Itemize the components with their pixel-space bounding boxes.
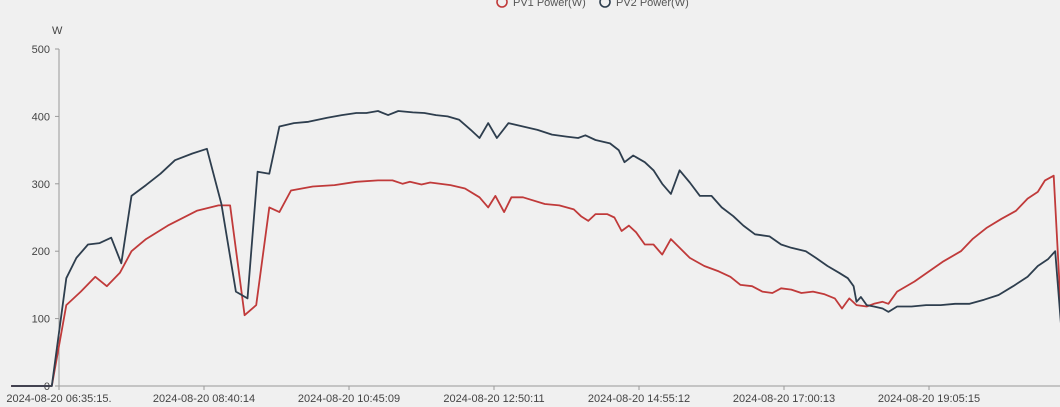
x-tick-label: 2024-08-20 06:35:15. <box>6 393 111 405</box>
series-lines <box>11 110 1060 387</box>
y-tick-label: 200 <box>32 246 50 258</box>
x-tick-label: 2024-08-20 12:50:11 <box>443 393 544 405</box>
y-tick-label: 300 <box>32 179 50 191</box>
legend-label-pv2[interactable]: PV2 Power(W) <box>616 0 689 9</box>
y-axis-unit-label: W <box>52 25 63 37</box>
series-line-pv1 <box>11 174 1060 387</box>
legend[interactable]: PV1 Power(W) PV2 Power(W) <box>496 0 689 9</box>
y-tick-label: 0 <box>44 381 50 393</box>
x-axis-ticks: 2024-08-20 06:35:15. 2024-08-20 08:40:14 2… <box>6 386 980 405</box>
y-tick-label: 500 <box>32 44 50 56</box>
series-line-pv2 <box>11 110 1060 387</box>
y-tick-label: 400 <box>32 111 50 123</box>
x-tick-label: 2024-08-20 19:05:15 <box>878 393 980 405</box>
x-tick-label: 2024-08-20 10:45:09 <box>298 393 400 405</box>
x-tick-label: 2024-08-20 17:00:13 <box>733 393 835 405</box>
legend-marker-pv1[interactable] <box>496 0 508 8</box>
legend-label-pv1[interactable]: PV1 Power(W) <box>513 0 586 9</box>
y-axis-ticks: 0 100 200 300 400 500 <box>32 44 59 393</box>
x-tick-label: 2024-08-20 14:55:12 <box>588 393 690 405</box>
x-tick-label: 2024-08-20 08:40:14 <box>153 393 255 405</box>
legend-marker-pv2[interactable] <box>599 0 611 8</box>
y-tick-label: 100 <box>32 314 50 326</box>
